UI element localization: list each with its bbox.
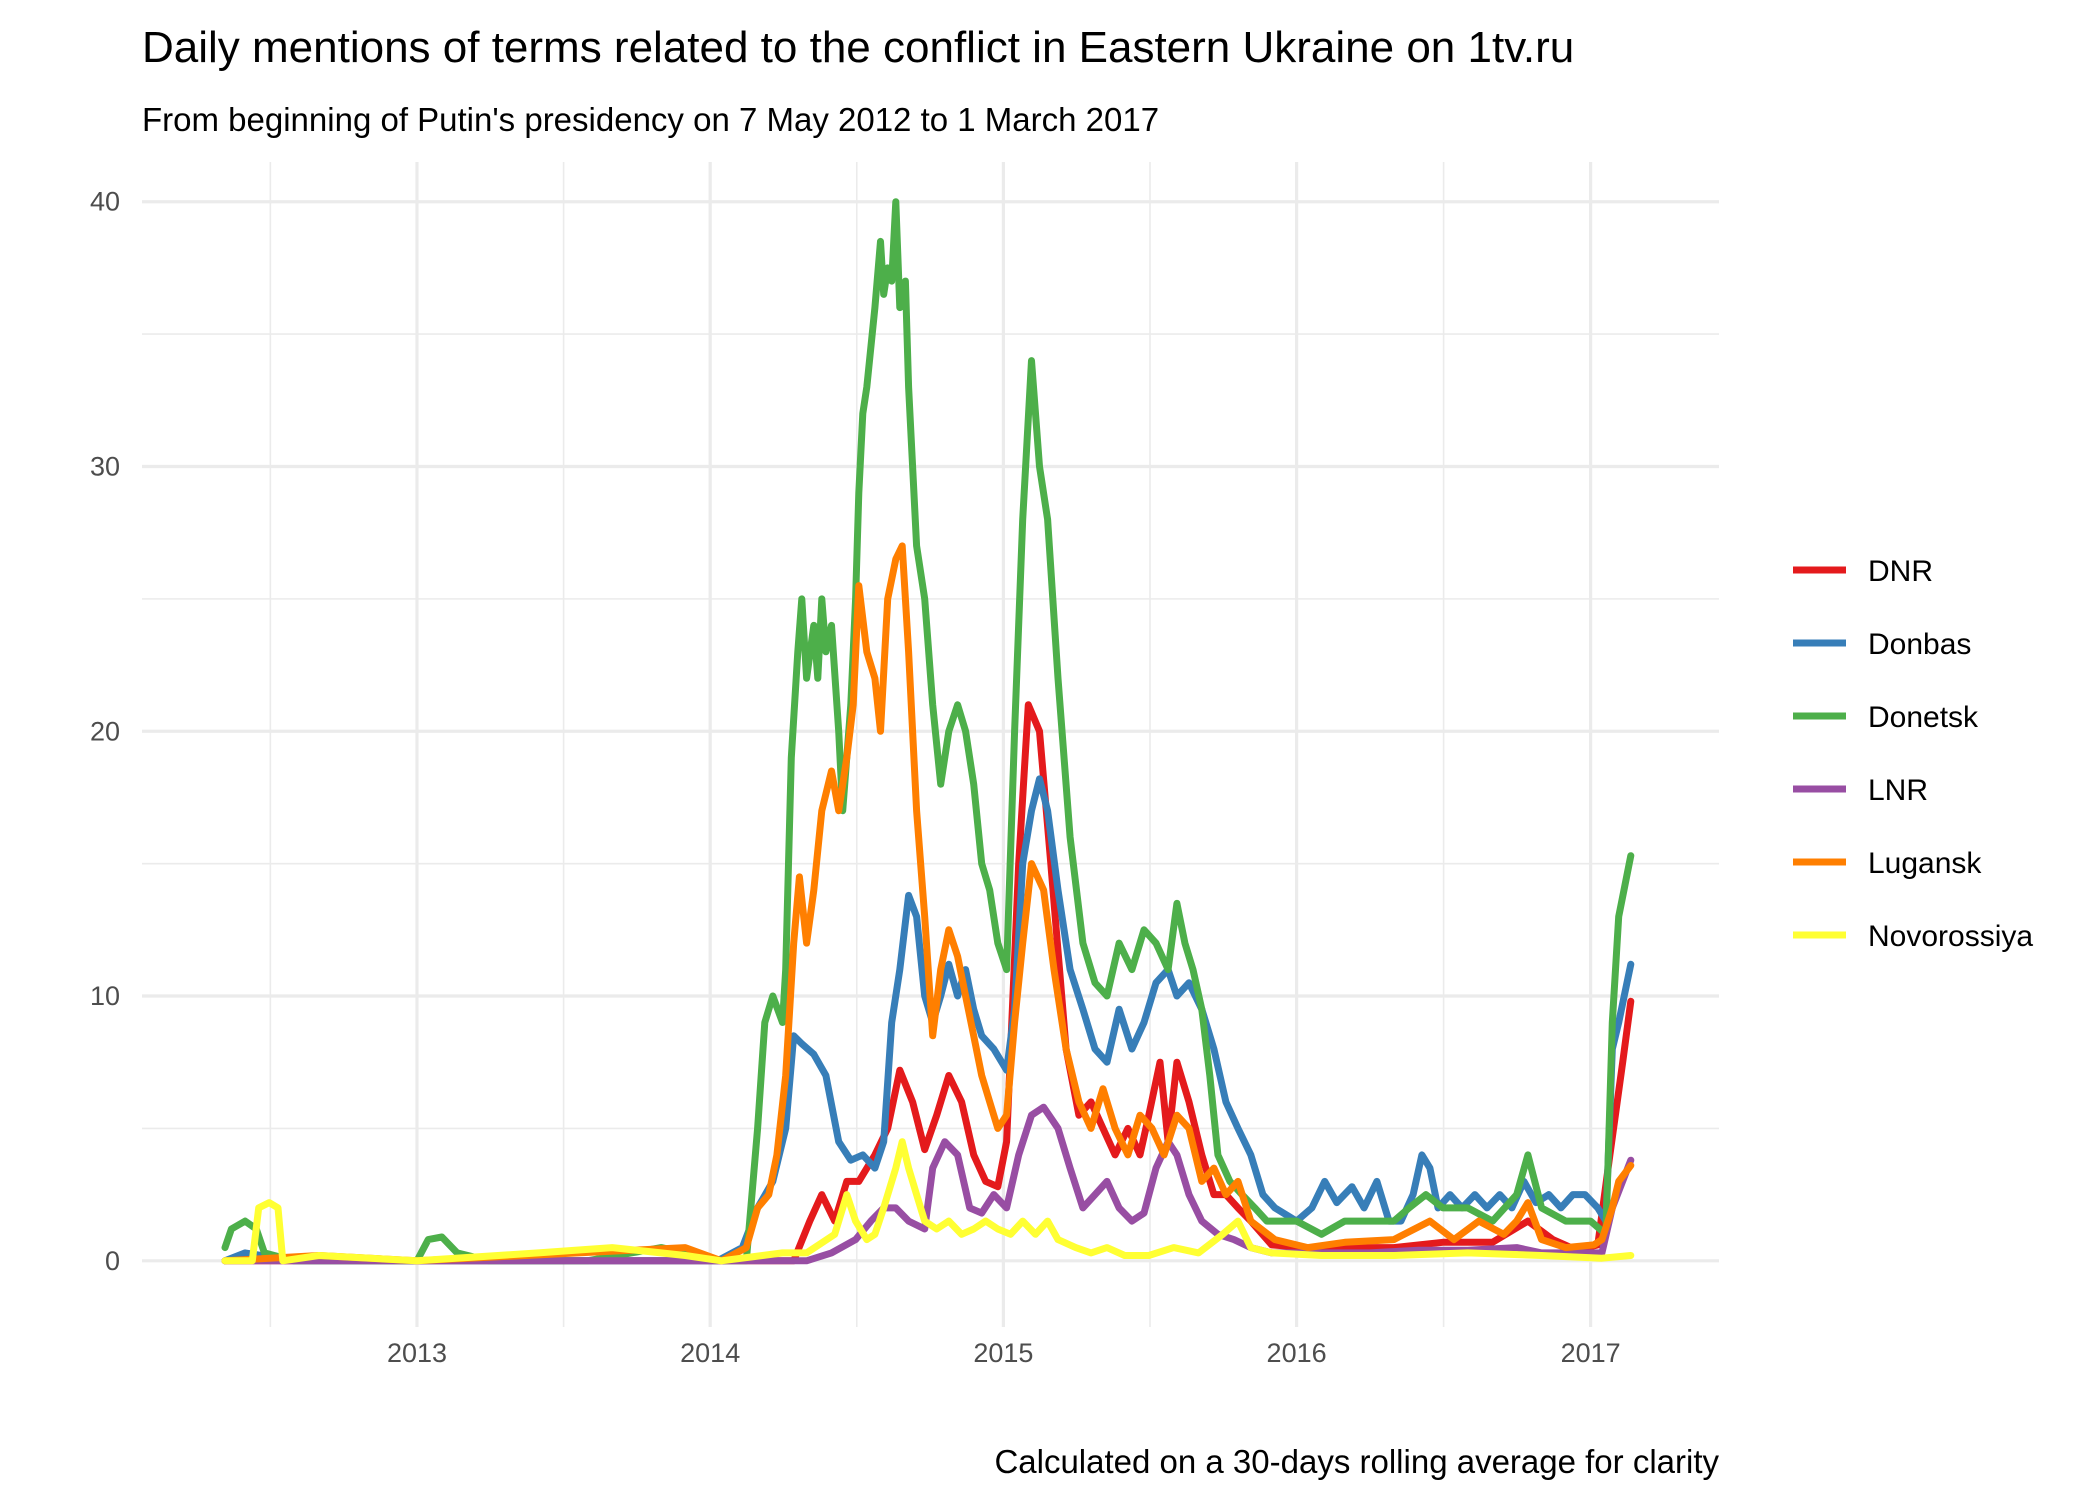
x-tick-label: 2015 xyxy=(973,1338,1033,1368)
grid-major xyxy=(142,162,1719,1327)
x-tick-labels: 2013 2014 2015 2016 2017 xyxy=(387,1338,1621,1368)
y-tick-labels: 0 10 20 30 40 xyxy=(90,187,120,1276)
x-tick-label: 2014 xyxy=(680,1338,740,1368)
series-line-donbas xyxy=(221,775,1635,1265)
x-tick-label: 2017 xyxy=(1561,1338,1621,1368)
series-line-novorossiya xyxy=(221,1138,1635,1265)
legend-label-dnr: DNR xyxy=(1868,555,1933,588)
legend: DNR Donbas Donetsk LNR Lugansk Novorossiya xyxy=(1793,555,2033,953)
legend-label-lugansk: Lugansk xyxy=(1868,847,1982,880)
y-tick-label: 40 xyxy=(90,187,120,217)
y-tick-label: 20 xyxy=(90,716,120,746)
grid-minor xyxy=(142,162,1719,1327)
y-tick-label: 10 xyxy=(90,981,120,1011)
series-lines xyxy=(221,198,1635,1265)
legend-label-donetsk: Donetsk xyxy=(1868,701,1979,734)
series-line-lugansk xyxy=(221,542,1635,1265)
chart-subtitle: From beginning of Putin's presidency on … xyxy=(142,101,1159,138)
y-tick-label: 0 xyxy=(105,1246,120,1276)
chart-caption: Calculated on a 30-days rolling average … xyxy=(994,1443,1719,1480)
legend-label-novorossiya: Novorossiya xyxy=(1868,920,2033,953)
legend-label-donbas: Donbas xyxy=(1868,628,1971,661)
y-tick-label: 30 xyxy=(90,451,120,481)
x-tick-label: 2016 xyxy=(1267,1338,1327,1368)
chart-title: Daily mentions of terms related to the c… xyxy=(142,23,1574,72)
series-line-donetsk xyxy=(221,198,1635,1265)
legend-label-lnr: LNR xyxy=(1868,774,1928,807)
x-tick-label: 2013 xyxy=(387,1338,447,1368)
series-line-dnr xyxy=(221,701,1635,1265)
